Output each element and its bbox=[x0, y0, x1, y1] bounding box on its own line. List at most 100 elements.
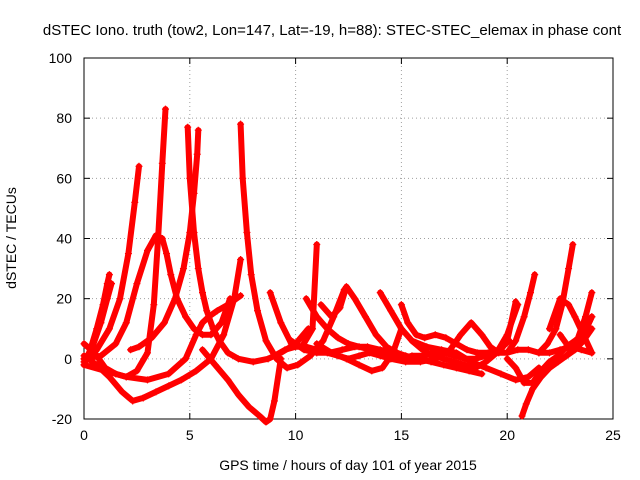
x-tick-label: 25 bbox=[605, 427, 621, 443]
data-point bbox=[416, 358, 424, 366]
data-point bbox=[309, 325, 317, 333]
data-point bbox=[112, 340, 120, 348]
data-point bbox=[313, 340, 321, 348]
series-line bbox=[81, 163, 142, 362]
data-point bbox=[239, 174, 247, 182]
data-point bbox=[556, 295, 564, 303]
data-point bbox=[478, 370, 486, 378]
data-point bbox=[135, 162, 143, 170]
data-point bbox=[383, 343, 391, 351]
data-point bbox=[482, 364, 490, 372]
data-point bbox=[562, 352, 570, 360]
data-point bbox=[328, 313, 336, 321]
data-point bbox=[218, 319, 226, 327]
y-tick-label: 100 bbox=[49, 50, 73, 66]
data-point bbox=[234, 391, 242, 399]
data-point bbox=[105, 325, 113, 333]
data-point bbox=[103, 295, 111, 303]
data-point bbox=[80, 352, 88, 360]
data-point bbox=[224, 376, 232, 384]
data-point bbox=[116, 295, 124, 303]
data-point bbox=[554, 358, 562, 366]
data-point bbox=[122, 319, 130, 327]
data-point bbox=[495, 349, 503, 357]
data-point bbox=[302, 295, 310, 303]
series-24 bbox=[503, 271, 539, 357]
series-line bbox=[267, 241, 320, 350]
data-point bbox=[266, 415, 274, 423]
data-point bbox=[368, 367, 376, 375]
data-point bbox=[535, 349, 543, 357]
data-point bbox=[463, 346, 471, 354]
data-point bbox=[518, 412, 526, 420]
data-point bbox=[387, 307, 395, 315]
data-point bbox=[546, 358, 554, 366]
data-point bbox=[118, 388, 126, 396]
data-point bbox=[514, 346, 522, 354]
data-point bbox=[524, 373, 532, 381]
data-point bbox=[129, 397, 137, 405]
data-point bbox=[139, 394, 147, 402]
data-point bbox=[342, 355, 350, 363]
series-20 bbox=[387, 298, 520, 366]
data-point bbox=[182, 313, 190, 321]
data-point bbox=[97, 352, 105, 360]
data-point bbox=[243, 228, 251, 236]
x-axis-label: GPS time / hours of day 101 of year 2015 bbox=[219, 457, 477, 473]
data-point bbox=[431, 331, 439, 339]
chart-title: dSTEC Iono. truth (tow2, Lon=147, Lat=-1… bbox=[43, 22, 622, 39]
data-point bbox=[440, 361, 448, 369]
data-point bbox=[571, 313, 579, 321]
data-point bbox=[531, 271, 539, 279]
data-point bbox=[283, 364, 291, 372]
data-point bbox=[97, 319, 105, 327]
data-point bbox=[198, 346, 206, 354]
x-tick-label: 0 bbox=[80, 427, 88, 443]
data-point bbox=[122, 373, 130, 381]
data-point bbox=[461, 361, 469, 369]
data-point bbox=[524, 346, 532, 354]
y-tick-label: 20 bbox=[56, 291, 72, 307]
data-point bbox=[277, 319, 285, 327]
x-tick-label: 20 bbox=[499, 427, 515, 443]
data-point bbox=[247, 271, 255, 279]
data-point bbox=[317, 301, 325, 309]
data-point bbox=[184, 123, 192, 131]
data-point bbox=[503, 355, 511, 363]
data-point bbox=[478, 331, 486, 339]
data-point bbox=[143, 349, 151, 357]
data-point bbox=[512, 298, 520, 306]
data-point bbox=[421, 334, 429, 342]
data-point bbox=[150, 301, 158, 309]
data-point bbox=[193, 150, 201, 158]
data-point bbox=[186, 228, 194, 236]
data-point bbox=[556, 331, 564, 339]
data-point bbox=[336, 304, 344, 312]
series-line bbox=[535, 241, 576, 356]
data-point bbox=[152, 231, 160, 239]
data-point bbox=[376, 289, 384, 297]
data-point bbox=[397, 301, 405, 309]
data-point bbox=[171, 295, 179, 303]
series-11 bbox=[198, 346, 285, 426]
data-point bbox=[254, 307, 262, 315]
data-point bbox=[127, 346, 135, 354]
data-point bbox=[198, 319, 206, 327]
data-point bbox=[474, 349, 482, 357]
data-point bbox=[546, 364, 554, 372]
data-point bbox=[158, 159, 166, 167]
data-point bbox=[334, 334, 342, 342]
data-point bbox=[526, 289, 534, 297]
data-point bbox=[158, 235, 166, 242]
data-point bbox=[209, 325, 217, 333]
axis-ticks: 0 5 10 15 20 25 -20 0 20 40 60 80 100 bbox=[49, 50, 621, 443]
data-point bbox=[313, 349, 321, 357]
data-point bbox=[355, 343, 363, 351]
data-point bbox=[588, 349, 596, 357]
y-tick-label: 0 bbox=[64, 351, 72, 367]
data-point bbox=[249, 358, 257, 366]
data-point bbox=[80, 361, 88, 369]
data-point bbox=[361, 313, 369, 321]
series-line bbox=[127, 127, 202, 353]
data-point bbox=[135, 343, 143, 351]
